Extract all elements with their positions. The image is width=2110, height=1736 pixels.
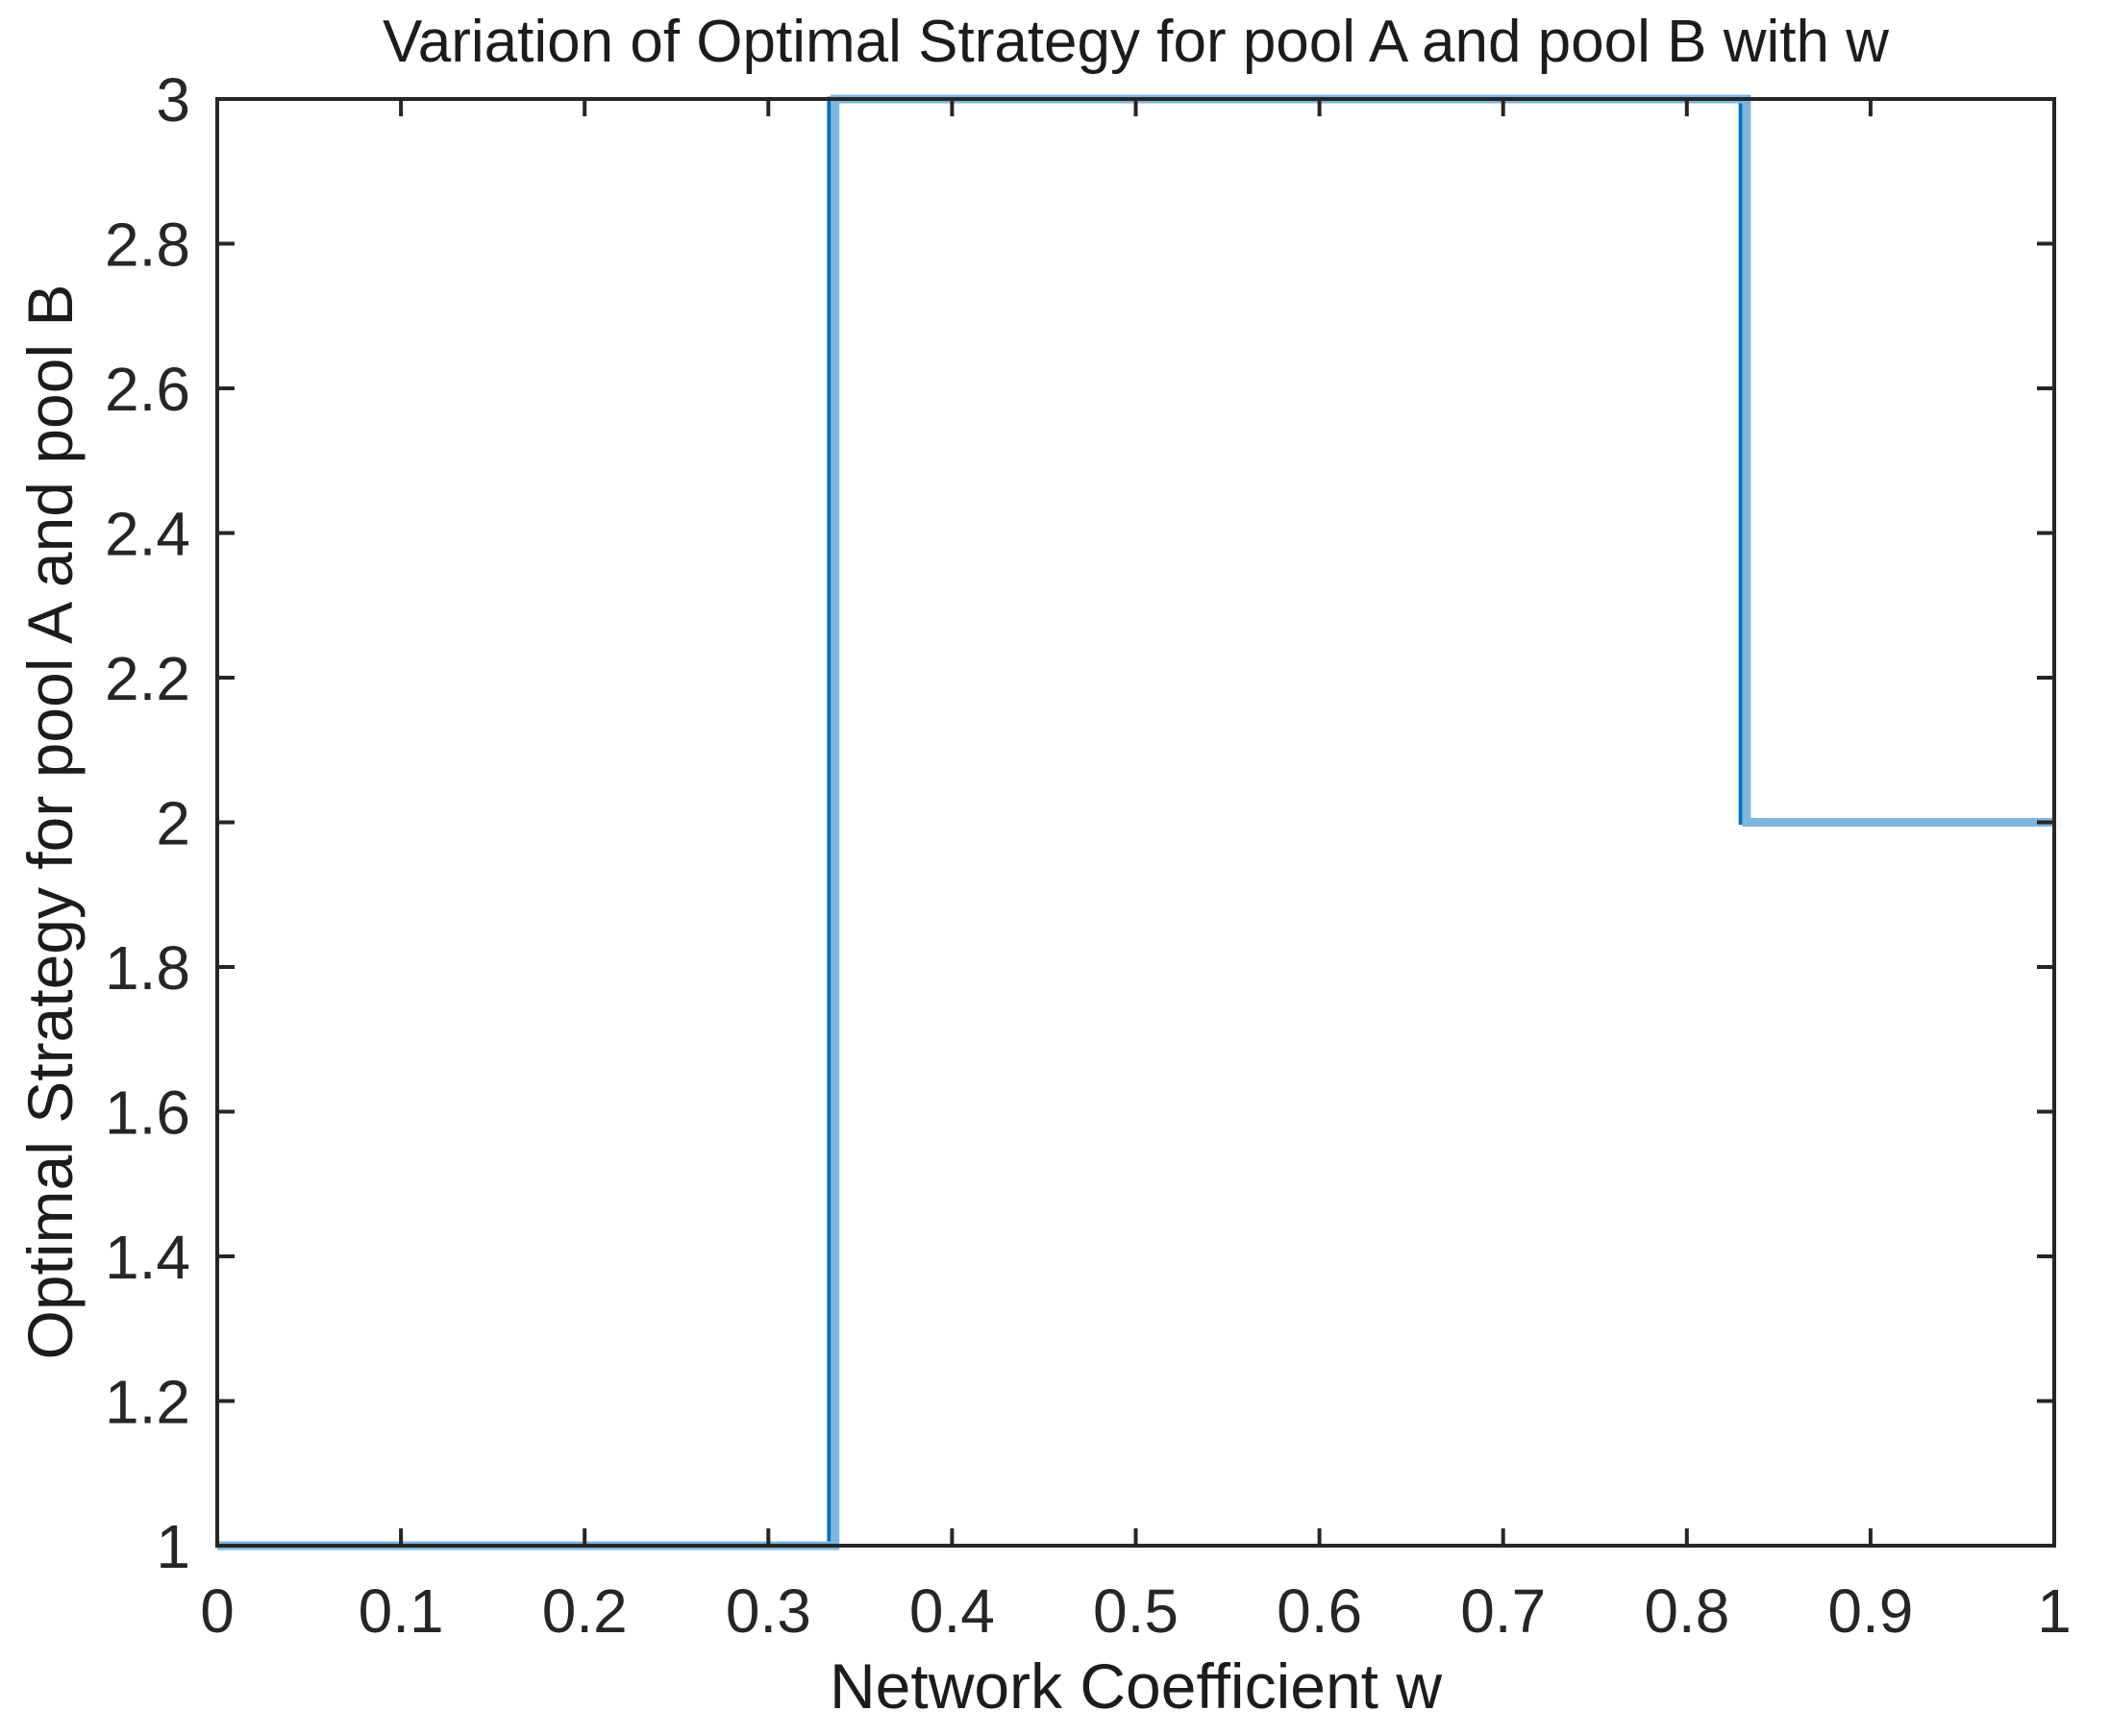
chart-title: Variation of Optimal Strategy for pool A…	[383, 9, 1889, 75]
y-tick-label: 2.8	[105, 211, 190, 280]
x-tick-label: 0.3	[726, 1576, 811, 1646]
y-tick-label: 2.4	[105, 500, 190, 569]
y-tick-label: 2.2	[105, 644, 190, 713]
y-tick-label: 1	[156, 1512, 190, 1581]
x-tick-label: 0.9	[1827, 1576, 1913, 1646]
x-tick-label: 0.4	[909, 1576, 995, 1646]
x-tick-label: 1	[2037, 1576, 2072, 1646]
y-tick-label: 1.2	[105, 1368, 190, 1437]
x-tick-label: 0.2	[542, 1576, 628, 1646]
x-tick-label: 0.1	[359, 1576, 444, 1646]
x-tick-label: 0.7	[1460, 1576, 1546, 1646]
x-tick-label: 0.5	[1093, 1576, 1179, 1646]
y-tick-label: 3	[156, 65, 190, 135]
x-axis-label: Network Coefficient w	[829, 1650, 1443, 1722]
y-tick-label: 1.4	[105, 1223, 190, 1292]
y-tick-label: 2.6	[105, 355, 190, 424]
y-tick-label: 2	[156, 789, 190, 858]
x-tick-label: 0.6	[1277, 1576, 1362, 1646]
x-tick-label: 0	[200, 1576, 235, 1646]
y-axis-label: Optimal Strategy for pool A and pool B	[14, 284, 86, 1360]
y-tick-label: 1.8	[105, 933, 190, 1003]
y-tick-label: 1.6	[105, 1079, 190, 1148]
x-tick-label: 0.8	[1644, 1576, 1729, 1646]
